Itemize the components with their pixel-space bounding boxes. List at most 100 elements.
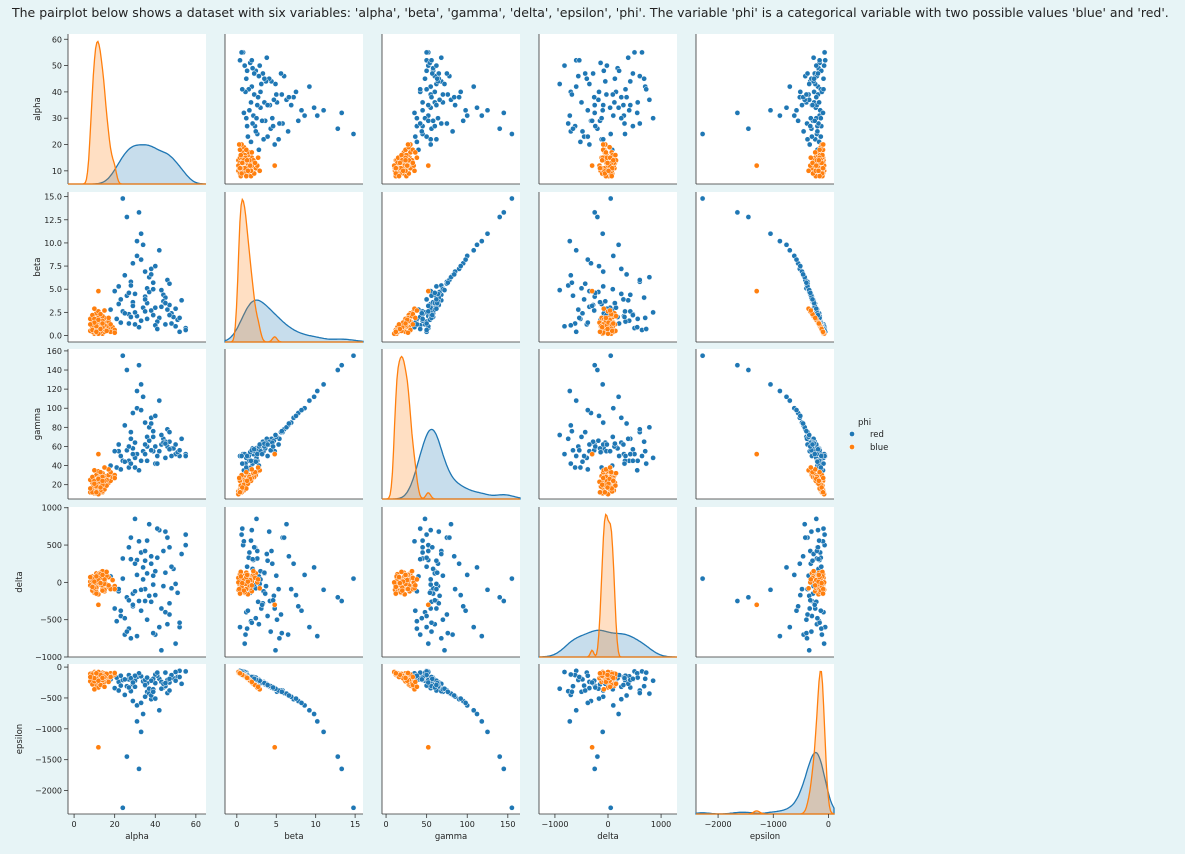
- scatter-point-red: [433, 581, 440, 587]
- scatter-point-red: [138, 256, 144, 263]
- scatter-point-red: [814, 458, 821, 465]
- scatter-point-red: [436, 96, 443, 103]
- scatter-point-red: [500, 766, 507, 772]
- scatter-point-red: [808, 628, 815, 635]
- scatter-point-red: [643, 669, 650, 676]
- scatter-point-red: [117, 296, 124, 303]
- scatter-point-red: [411, 110, 418, 116]
- scatter-point-blue: [399, 587, 406, 594]
- scatter-point-red: [591, 766, 598, 772]
- scatter-point-red: [146, 521, 153, 528]
- scatter-point-red: [451, 94, 458, 101]
- scatter-point-red: [630, 312, 636, 318]
- scatter-point-red: [786, 624, 793, 630]
- scatter-point-red: [478, 112, 485, 119]
- scatter-point-blue: [99, 320, 106, 327]
- scatter-point-red: [596, 89, 602, 95]
- scatter-point-red: [581, 453, 587, 459]
- scatter-point-red: [117, 453, 124, 459]
- panel-gamma-vs-beta: [224, 349, 363, 500]
- scatter-point-red: [625, 297, 632, 304]
- scatter-point-red: [584, 319, 591, 326]
- scatter-point-red: [172, 640, 179, 647]
- scatter-point-red: [803, 279, 810, 286]
- scatter-point-red: [618, 291, 625, 297]
- scatter-point-red: [565, 435, 572, 442]
- scatter-point-red: [128, 282, 134, 289]
- scatter-point-red: [290, 94, 297, 101]
- scatter-point-red: [338, 110, 345, 116]
- scatter-point-blue: [610, 320, 617, 327]
- figure-caption: The pairplot below shows a dataset with …: [12, 5, 1169, 20]
- scatter-point-red: [119, 195, 126, 202]
- scatter-point-red: [269, 560, 276, 567]
- scatter-point-red: [796, 560, 803, 567]
- scatter-point-red: [154, 669, 161, 676]
- scatter-point-blue: [820, 489, 826, 496]
- scatter-point-red: [446, 534, 453, 541]
- scatter-point-blue: [89, 584, 96, 590]
- scatter-point-red: [152, 263, 159, 269]
- scatter-point-red: [816, 619, 823, 626]
- scatter-point-blue: [603, 149, 609, 156]
- scatter-point-red: [627, 451, 634, 457]
- scatter-point-red: [417, 120, 424, 127]
- scatter-point-red: [793, 607, 800, 614]
- scatter-point-blue: [599, 157, 606, 164]
- scatter-point-red: [600, 102, 607, 108]
- scatter-point-red: [641, 683, 647, 690]
- scatter-point-blue: [91, 467, 98, 474]
- scatter-point-red: [298, 700, 305, 706]
- x-tick-label: −2000: [705, 820, 732, 829]
- scatter-point-red: [470, 83, 477, 90]
- scatter-point-red: [561, 323, 568, 330]
- scatter-point-red: [113, 618, 120, 625]
- scatter-point-blue: [239, 484, 246, 491]
- scatter-point-red: [457, 89, 464, 95]
- scatter-point-red: [270, 443, 276, 450]
- scatter-point-red: [427, 141, 434, 148]
- scatter-point-red: [793, 107, 800, 114]
- scatter-point-red: [786, 83, 793, 90]
- scatter-point-red: [166, 429, 173, 435]
- scatter-point-blue: [597, 489, 603, 496]
- scatter-point-red: [797, 263, 804, 269]
- scatter-point-blue: [95, 451, 102, 457]
- y-tick-label: 10: [52, 167, 62, 176]
- scatter-point-red: [132, 464, 138, 471]
- scatter-point-blue: [809, 160, 816, 166]
- scatter-point-red: [567, 422, 574, 429]
- scatter-point-red: [569, 279, 575, 286]
- scatter-point-red: [144, 537, 150, 544]
- scatter-point-red: [156, 397, 163, 404]
- scatter-point-red: [607, 804, 614, 811]
- scatter-point-red: [777, 388, 783, 394]
- scatter-point-red: [618, 266, 625, 272]
- scatter-point-blue: [813, 162, 820, 169]
- scatter-point-red: [565, 120, 572, 127]
- scatter-point-red: [470, 707, 477, 714]
- y-tick-label: 500: [47, 541, 62, 550]
- scatter-point-red: [124, 753, 130, 760]
- scatter-point-blue: [818, 484, 825, 491]
- scatter-point-red: [414, 115, 420, 122]
- scatter-point-red: [176, 315, 183, 321]
- scatter-point-red: [168, 563, 175, 570]
- scatter-point-red: [146, 592, 153, 599]
- scatter-point-red: [474, 564, 480, 571]
- scatter-point-blue: [412, 679, 419, 685]
- scatter-point-blue: [396, 321, 402, 328]
- scatter-point-red: [582, 280, 589, 287]
- scatter-point-red: [244, 563, 250, 570]
- scatter-point-red: [251, 70, 258, 77]
- scatter-point-red: [414, 618, 420, 625]
- x-tick-label: 20: [110, 820, 120, 829]
- scatter-point-red: [449, 631, 456, 638]
- scatter-point-red: [142, 548, 148, 554]
- scatter-point-red: [604, 62, 610, 69]
- scatter-point-red: [783, 104, 790, 111]
- scatter-point-red: [592, 123, 599, 129]
- scatter-point-red: [807, 115, 814, 122]
- panel-alpha-vs-beta: [224, 34, 363, 185]
- scatter-point-blue: [818, 580, 825, 586]
